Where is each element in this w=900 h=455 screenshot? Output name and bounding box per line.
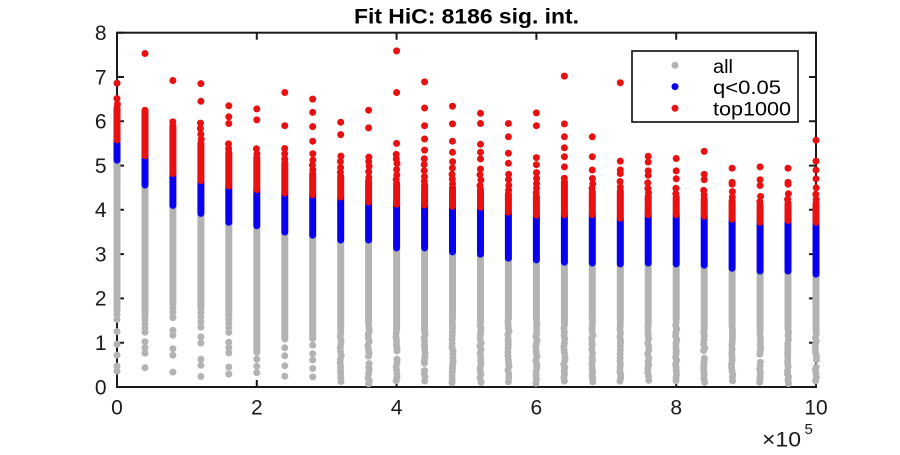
svg-text:2: 2 — [95, 288, 107, 311]
svg-text:q<0.05: q<0.05 — [713, 78, 781, 99]
svg-text:3: 3 — [95, 243, 107, 266]
svg-text:8: 8 — [670, 397, 682, 420]
svg-text:2: 2 — [251, 397, 263, 420]
svg-text:all: all — [713, 57, 733, 78]
svg-text:8: 8 — [95, 22, 107, 45]
svg-text:0: 0 — [95, 376, 107, 399]
svg-text:6: 6 — [95, 111, 107, 134]
svg-text:5: 5 — [805, 421, 813, 438]
svg-text:10: 10 — [804, 397, 827, 420]
svg-text:top1000: top1000 — [713, 100, 791, 121]
svg-text:5: 5 — [95, 155, 107, 178]
svg-text:0: 0 — [111, 397, 123, 420]
svg-text:×10: ×10 — [762, 429, 801, 450]
svg-text:6: 6 — [531, 397, 543, 420]
svg-text:Fit HiC: 8186 sig. int.: Fit HiC: 8186 sig. int. — [354, 5, 579, 28]
svg-text:4: 4 — [95, 199, 107, 222]
svg-text:7: 7 — [95, 66, 107, 89]
svg-text:4: 4 — [391, 397, 403, 420]
svg-text:1: 1 — [95, 332, 107, 355]
